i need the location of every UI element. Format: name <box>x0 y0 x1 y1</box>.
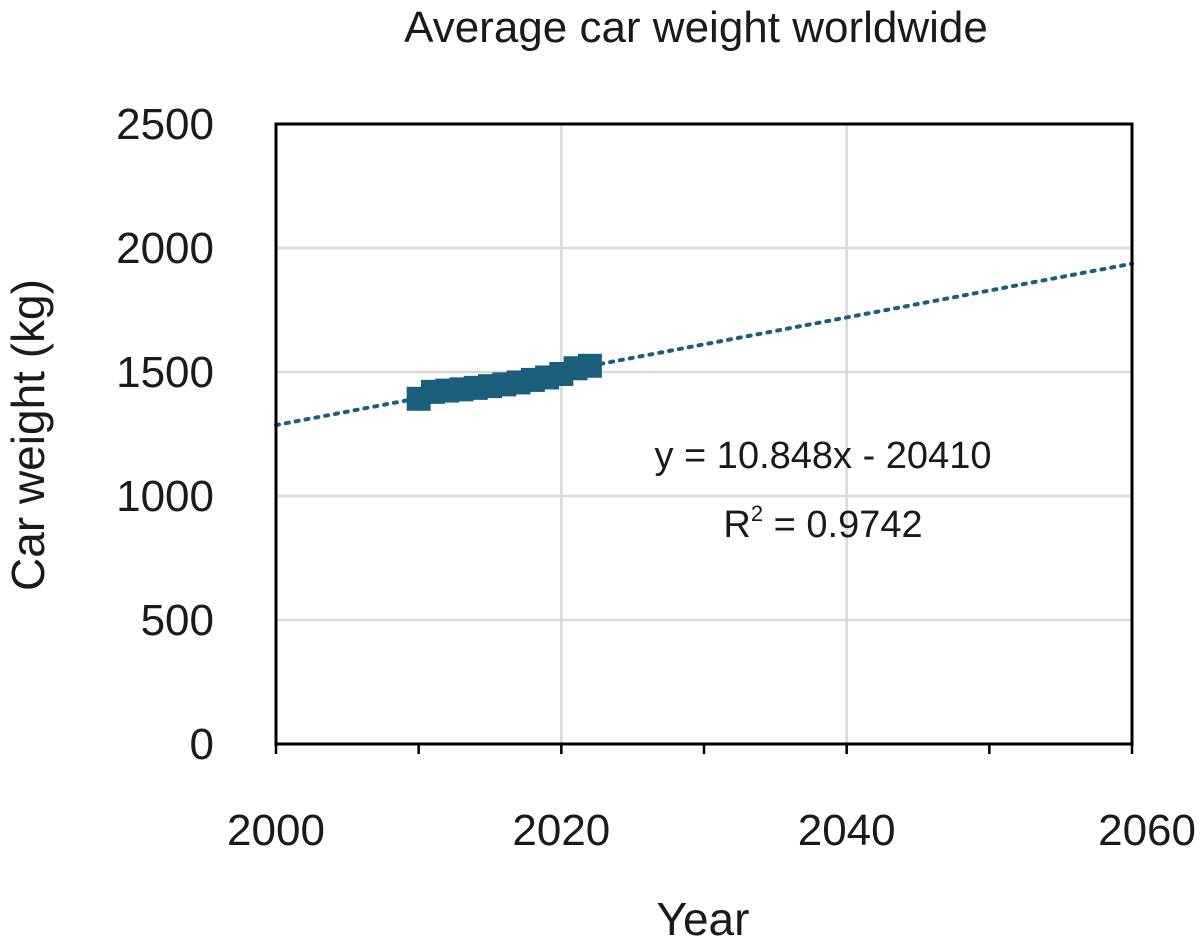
trendline-group <box>274 261 1134 428</box>
y-tick-label-2500: 2500 <box>116 100 214 149</box>
r-squared-prefix: R <box>723 504 750 546</box>
trendline-equation: y = 10.848x - 20410 <box>655 435 992 477</box>
r-squared-superscript: 2 <box>751 501 763 526</box>
gridlines <box>276 124 1132 744</box>
x-tick-label-2020: 2020 <box>512 806 610 855</box>
data-points <box>406 353 602 411</box>
x-tick-label-2000: 2000 <box>227 806 325 855</box>
y-tick-label-1000: 1000 <box>116 472 214 521</box>
x-axis-title: Year <box>657 893 750 941</box>
y-tick-label-0: 0 <box>190 720 214 769</box>
x-axis-tick-labels: 2000 2020 2040 2060 <box>227 806 1196 855</box>
plot-area-frame <box>274 122 1134 746</box>
x-tick-label-2040: 2040 <box>798 806 896 855</box>
y-tick-label-1500: 1500 <box>116 348 214 397</box>
y-tick-label-500: 500 <box>141 596 214 645</box>
r-squared-label: R2 = 0.9742 <box>723 501 922 546</box>
r-squared-value: = 0.9742 <box>763 504 923 546</box>
chart-title: Average car weight worldwide <box>404 3 988 52</box>
y-axis-tick-labels: 0 500 1000 1500 2000 2500 <box>116 100 214 769</box>
y-axis-title: Car weight (kg) <box>2 279 54 591</box>
y-tick-label-2000: 2000 <box>116 224 214 273</box>
trendline <box>274 261 1134 428</box>
axis-ticks <box>274 744 1134 754</box>
data-point-2022 <box>577 353 602 378</box>
x-tick-label-2060: 2060 <box>1098 806 1196 855</box>
